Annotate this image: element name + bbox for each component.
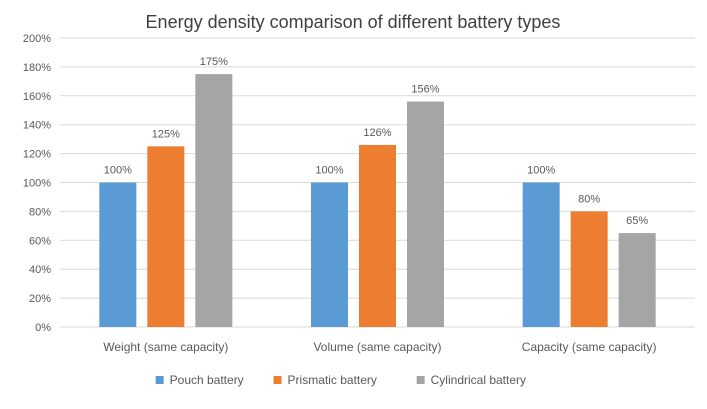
data-labels: 100% 125% 175% 100% 126% 156% 100% 80% 65% <box>104 56 649 227</box>
data-label: 65% <box>626 215 648 227</box>
bar-pouch-battery <box>522 182 560 327</box>
y-axis-tick-labels: 0% 20% 40% 60% 80% 100% 120% 140% 160% 180% 200% <box>23 33 51 334</box>
legend-label: Pouch battery <box>170 373 244 387</box>
y-tick-label: 120% <box>23 149 51 161</box>
x-category-label: Volume (same capacity) <box>313 340 441 354</box>
data-label: 100% <box>104 165 132 177</box>
y-tick-label: 140% <box>23 120 51 132</box>
legend-label: Prismatic battery <box>288 373 377 387</box>
legend-swatch <box>273 376 282 384</box>
y-tick-label: 200% <box>23 33 51 45</box>
bar-pouch-battery <box>99 182 137 327</box>
data-label: 100% <box>315 165 343 177</box>
y-tick-label: 0% <box>35 322 51 334</box>
x-category-label: Capacity (same capacity) <box>522 340 657 354</box>
legend-swatch <box>416 376 425 384</box>
bars <box>99 74 656 327</box>
bar-cylindrical-battery <box>407 101 444 327</box>
data-label: 100% <box>527 165 555 177</box>
legend-swatch <box>155 376 164 384</box>
legend: Pouch battery Prismatic battery Cylindrica… <box>155 373 526 387</box>
y-tick-label: 160% <box>23 91 51 103</box>
legend-item-prismatic-battery: Prismatic battery <box>273 373 377 387</box>
legend-item-cylindrical-battery: Cylindrical battery <box>416 373 526 387</box>
y-tick-label: 100% <box>23 178 51 190</box>
x-axis-category-labels: Weight (same capacity) Volume (same capac… <box>103 340 656 354</box>
y-tick-label: 180% <box>23 62 51 74</box>
y-tick-label: 60% <box>29 235 51 247</box>
legend-label: Cylindrical battery <box>431 373 526 387</box>
bar-prismatic-battery <box>359 144 396 327</box>
chart-title: Energy density comparison of different b… <box>146 12 561 32</box>
data-label: 80% <box>578 193 600 205</box>
bar-pouch-battery <box>311 182 348 327</box>
bar-prismatic-battery <box>570 211 608 327</box>
legend-item-pouch-battery: Pouch battery <box>155 373 244 387</box>
y-tick-label: 80% <box>29 206 51 218</box>
bar-prismatic-battery <box>147 146 185 327</box>
y-tick-label: 40% <box>29 264 51 276</box>
data-label: 126% <box>363 127 391 139</box>
data-label: 175% <box>200 56 228 68</box>
bar-cylindrical-battery <box>618 233 656 327</box>
data-label: 125% <box>152 128 180 140</box>
y-tick-label: 20% <box>29 293 51 305</box>
x-category-label: Weight (same capacity) <box>103 340 228 354</box>
bar-cylindrical-battery <box>195 74 233 327</box>
data-label: 156% <box>411 84 439 96</box>
